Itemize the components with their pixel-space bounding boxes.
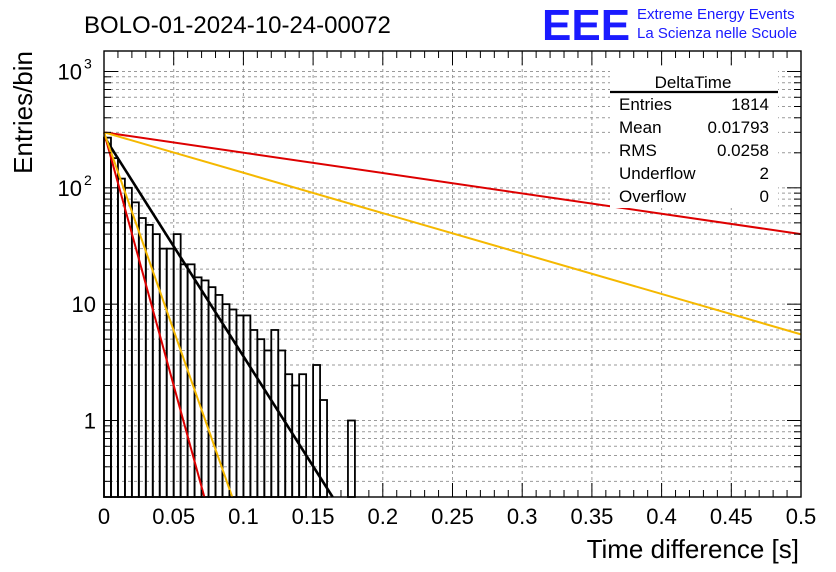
histogram-bin <box>263 349 273 498</box>
stats-value: 0.01793 <box>708 118 769 137</box>
logo-line-2: La Scienza nelle Scuole <box>637 25 797 42</box>
axis-ticks <box>103 51 802 497</box>
histogram-bin <box>207 286 217 498</box>
x-tick-label: 0.3 <box>507 504 538 529</box>
histogram <box>103 136 356 498</box>
histogram-bin <box>158 247 168 498</box>
histogram-bin <box>249 329 259 498</box>
histogram-bin <box>179 263 189 498</box>
x-tick-label: 0 <box>98 504 110 529</box>
y-tick-label: 10 <box>58 59 82 84</box>
x-axis-title: Time difference [s] <box>587 534 799 564</box>
logo-line-1: Extreme Energy Events <box>637 6 795 23</box>
stats-value: 0 <box>760 187 769 206</box>
x-tick-label: 0.15 <box>292 504 335 529</box>
histogram-bin <box>270 329 280 498</box>
y-tick-label: 10 <box>72 292 96 317</box>
histogram-bin <box>298 373 308 498</box>
y-tick-exponent: 2 <box>84 172 92 188</box>
exponential-line <box>103 131 802 236</box>
x-tick-labels: 0 0.05 0.1 0.15 0.2 0.25 0.3 0.35 0.4 0.45 0.5 <box>98 504 816 529</box>
x-tick-label: 0.45 <box>710 504 753 529</box>
stats-value: 0.0258 <box>717 141 769 160</box>
histogram-bin <box>242 314 252 498</box>
plot-frame <box>103 50 802 498</box>
x-tick-label: 0.5 <box>786 504 817 529</box>
exponential-line <box>104 137 334 498</box>
stats-title: DeltaTime <box>655 73 732 92</box>
eee-logo: EEE <box>542 1 630 50</box>
exponential-line <box>103 131 234 498</box>
stats-value: 1814 <box>731 95 769 114</box>
histogram-bin <box>277 349 287 498</box>
x-tick-label: 0.35 <box>570 504 613 529</box>
x-tick-label: 0.1 <box>228 504 259 529</box>
y-tick-label: 10 <box>58 176 82 201</box>
stats-label: Entries <box>619 95 672 114</box>
stats-value: 2 <box>760 164 769 183</box>
fit-lines <box>103 131 802 498</box>
x-tick-label: 0.2 <box>368 504 399 529</box>
stats-box: DeltaTime Entries 1814 Mean 0.01793 RMS 0.025… <box>610 68 778 208</box>
stats-label: Underflow <box>619 164 696 183</box>
exponential-line <box>103 132 206 498</box>
grid-lines <box>104 51 801 497</box>
histogram-bin <box>103 136 112 498</box>
histogram-bin <box>284 373 294 498</box>
run-title: BOLO-01-2024-10-24-00072 <box>84 12 391 39</box>
x-tick-label: 0.05 <box>152 504 195 529</box>
y-tick-label: 1 <box>84 408 96 433</box>
histogram-bin <box>172 233 182 498</box>
stats-label: Overflow <box>619 187 687 206</box>
histogram-bin <box>235 314 245 498</box>
stats-label: Mean <box>619 118 662 137</box>
stats-label: RMS <box>619 141 657 160</box>
y-tick-exponent: 3 <box>84 55 92 71</box>
exponential-line <box>103 131 802 336</box>
histogram-bin <box>256 338 266 498</box>
histogram-bin <box>117 177 126 498</box>
x-tick-label: 0.4 <box>646 504 677 529</box>
y-axis-title: Entries/bin <box>8 51 38 174</box>
histogram-bin <box>200 279 210 498</box>
x-tick-label: 0.25 <box>431 504 474 529</box>
